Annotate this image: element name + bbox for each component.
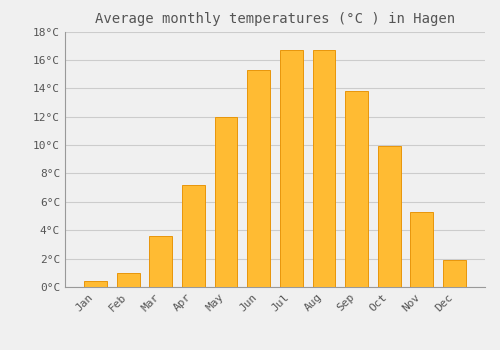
Bar <box>280 50 302 287</box>
Bar <box>410 212 434 287</box>
Bar <box>312 50 336 287</box>
Title: Average monthly temperatures (°C ) in Hagen: Average monthly temperatures (°C ) in Ha… <box>95 12 455 26</box>
Bar <box>84 281 107 287</box>
Bar <box>443 260 466 287</box>
Bar <box>182 185 205 287</box>
Bar <box>345 91 368 287</box>
Bar <box>248 70 270 287</box>
Bar <box>116 273 140 287</box>
Bar <box>150 236 172 287</box>
Bar <box>214 117 238 287</box>
Bar <box>378 147 400 287</box>
